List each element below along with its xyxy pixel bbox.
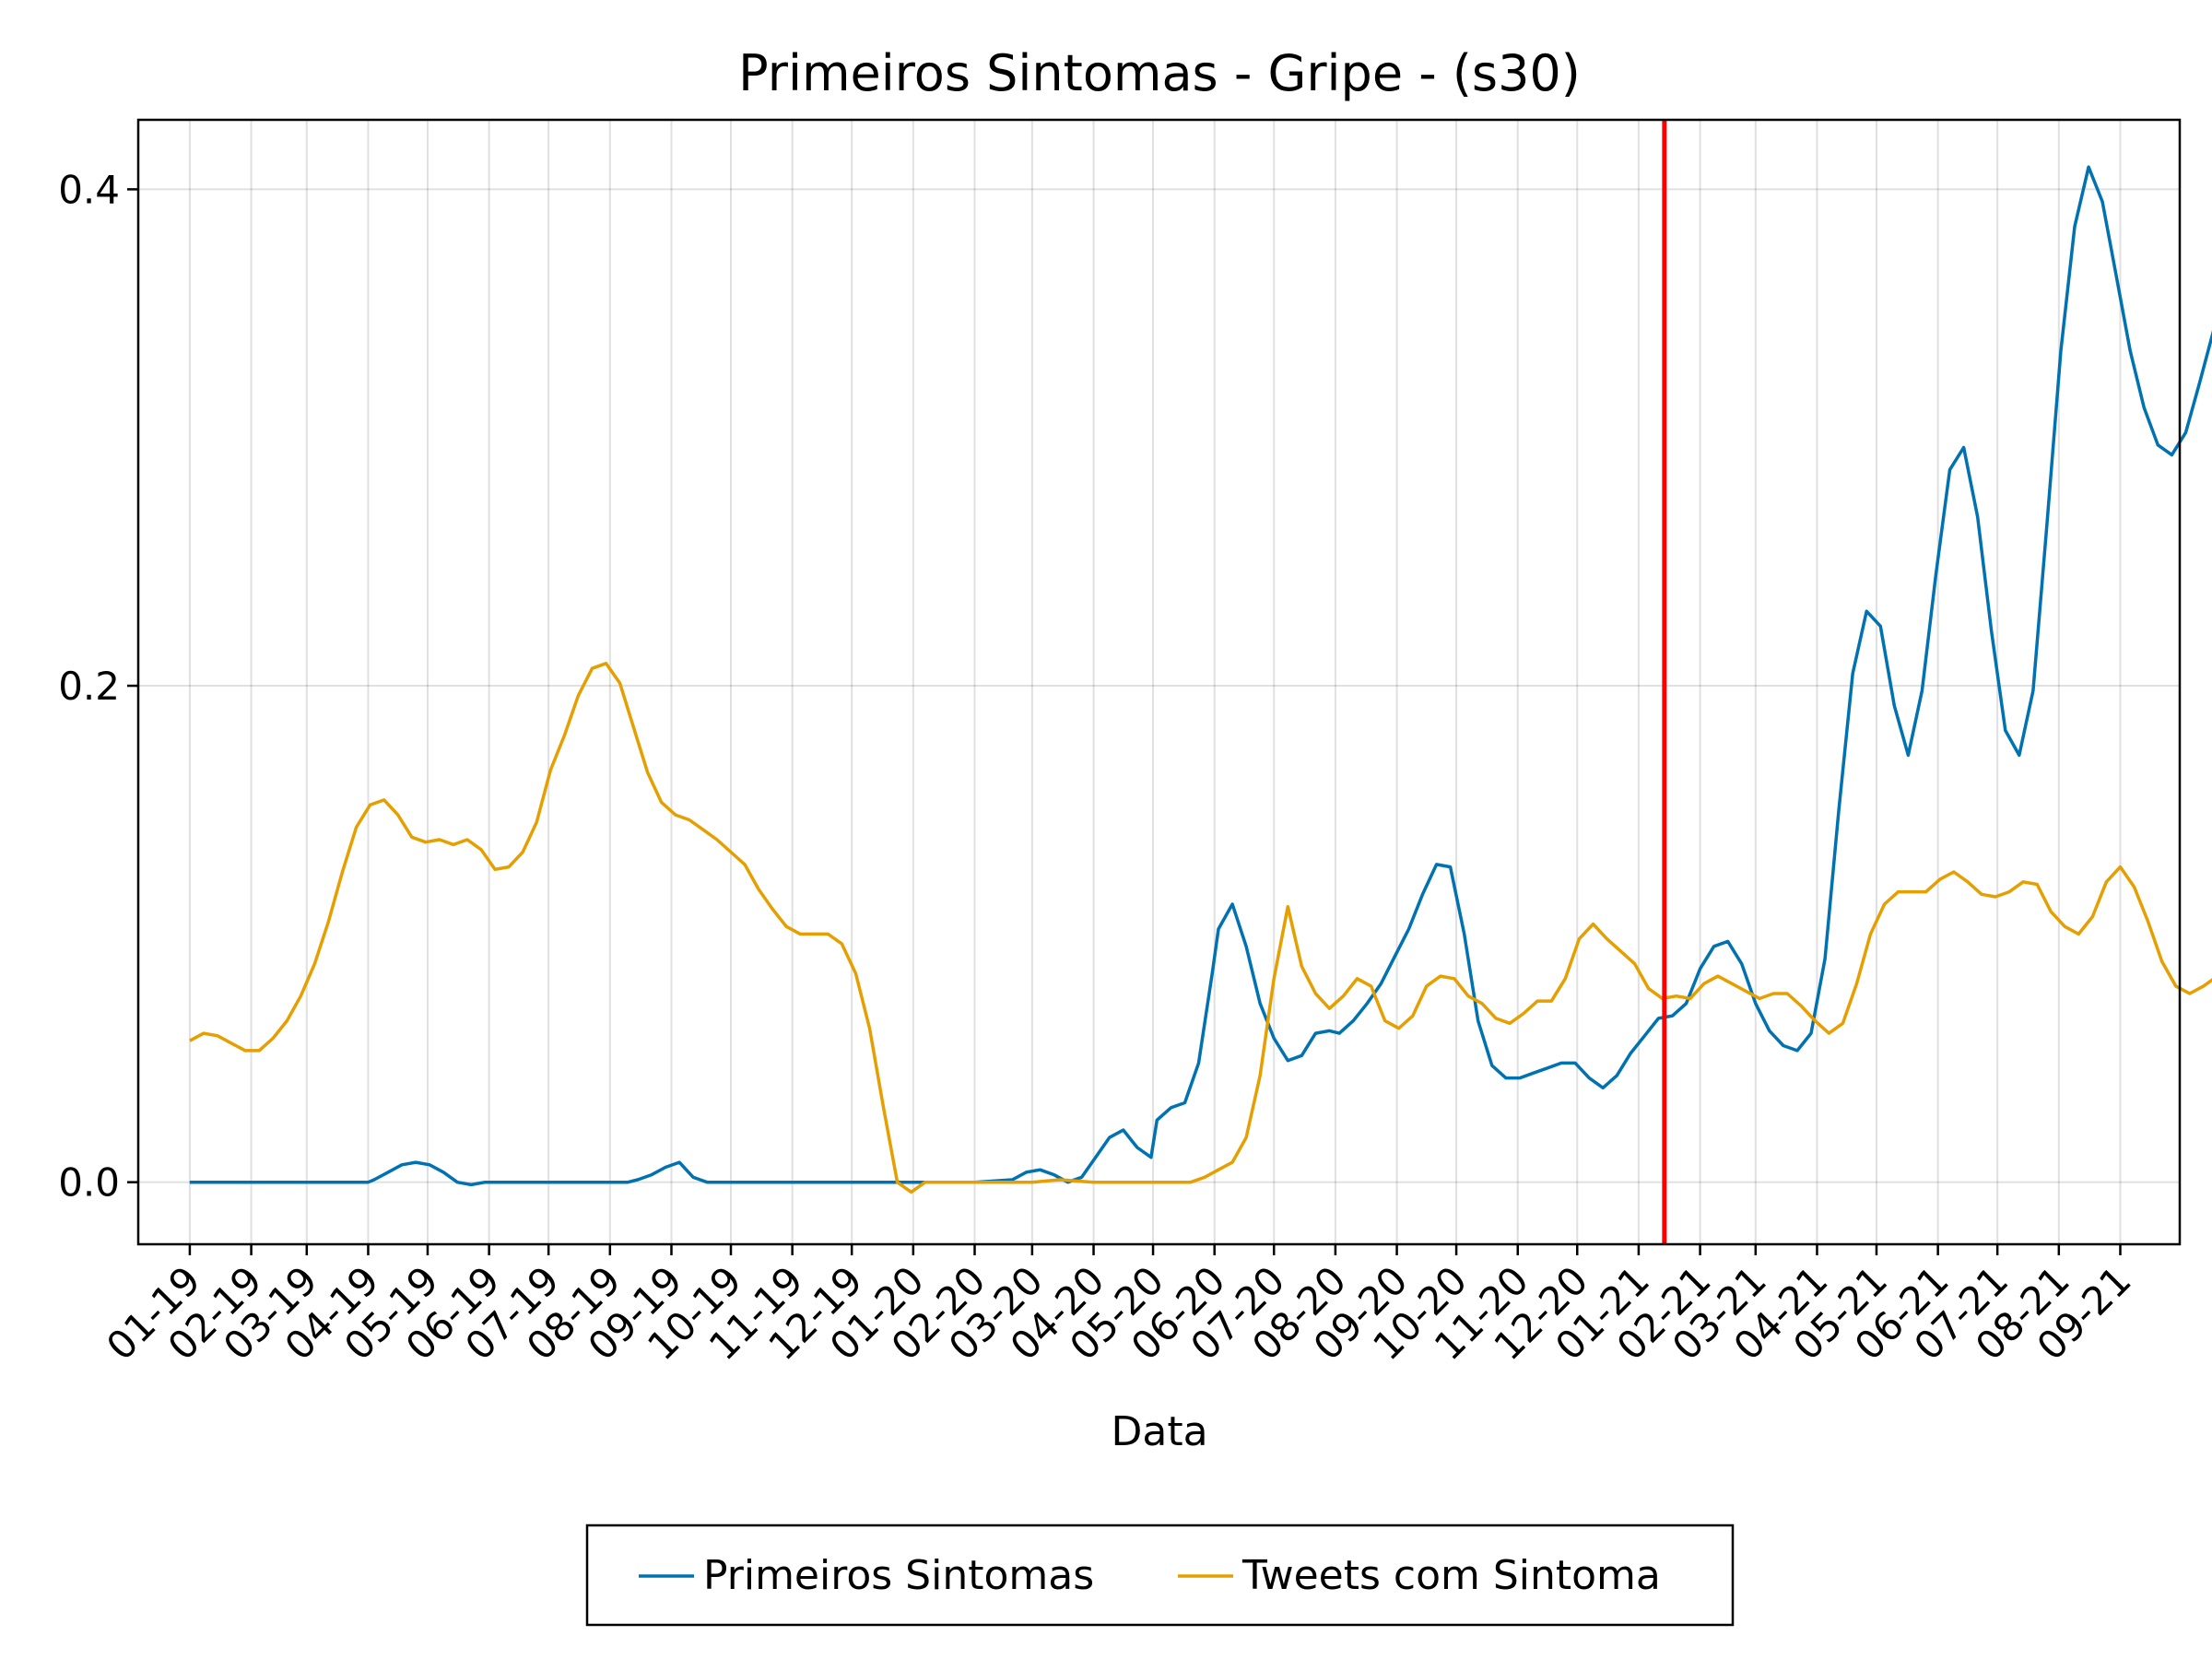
legend-frame <box>585 1524 1735 1627</box>
series-line-tweets-com-sintoma <box>189 662 2212 1194</box>
plot-frame <box>136 118 2182 1246</box>
chart-title: Primeiros Sintomas - Gripe - (s30) <box>738 44 1581 102</box>
series-layer <box>189 165 2212 1194</box>
y-tick-label: 0.4 <box>58 167 120 212</box>
series-line-primeiros-sintomas <box>189 165 2212 1187</box>
legend: Primeiros Sintomas Tweets com Sintoma <box>585 1524 1735 1627</box>
grid-lines <box>138 120 2180 1244</box>
x-axis-label: Data <box>1111 1408 1207 1455</box>
legend-label-primeiros-sintomas: Primeiros Sintomas <box>703 1552 1094 1599</box>
legend-label-tweets-com-sintoma: Tweets com Sintoma <box>1241 1552 1661 1599</box>
y-tick-label: 0.0 <box>58 1160 120 1206</box>
y-tick-label: 0.2 <box>58 664 120 709</box>
y-axis: 0.0 0.2 0.4 <box>58 167 138 1206</box>
